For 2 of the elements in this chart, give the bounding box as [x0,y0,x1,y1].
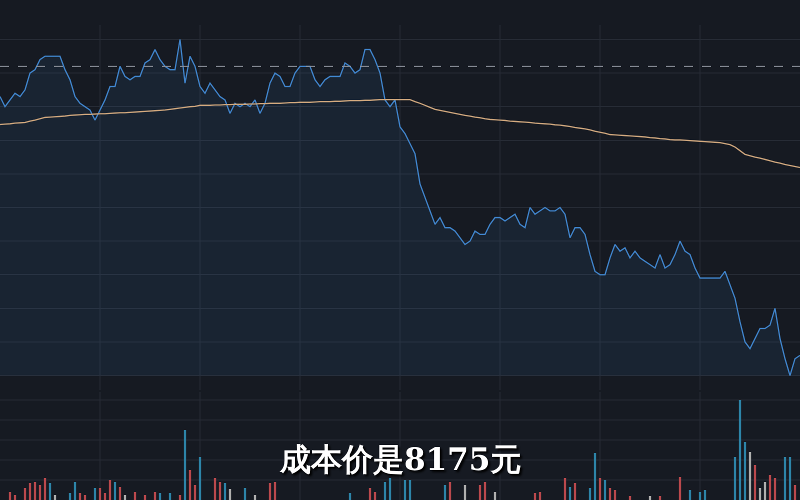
annotation: 成本价是8175元 [279,442,522,478]
bar [118,487,122,500]
